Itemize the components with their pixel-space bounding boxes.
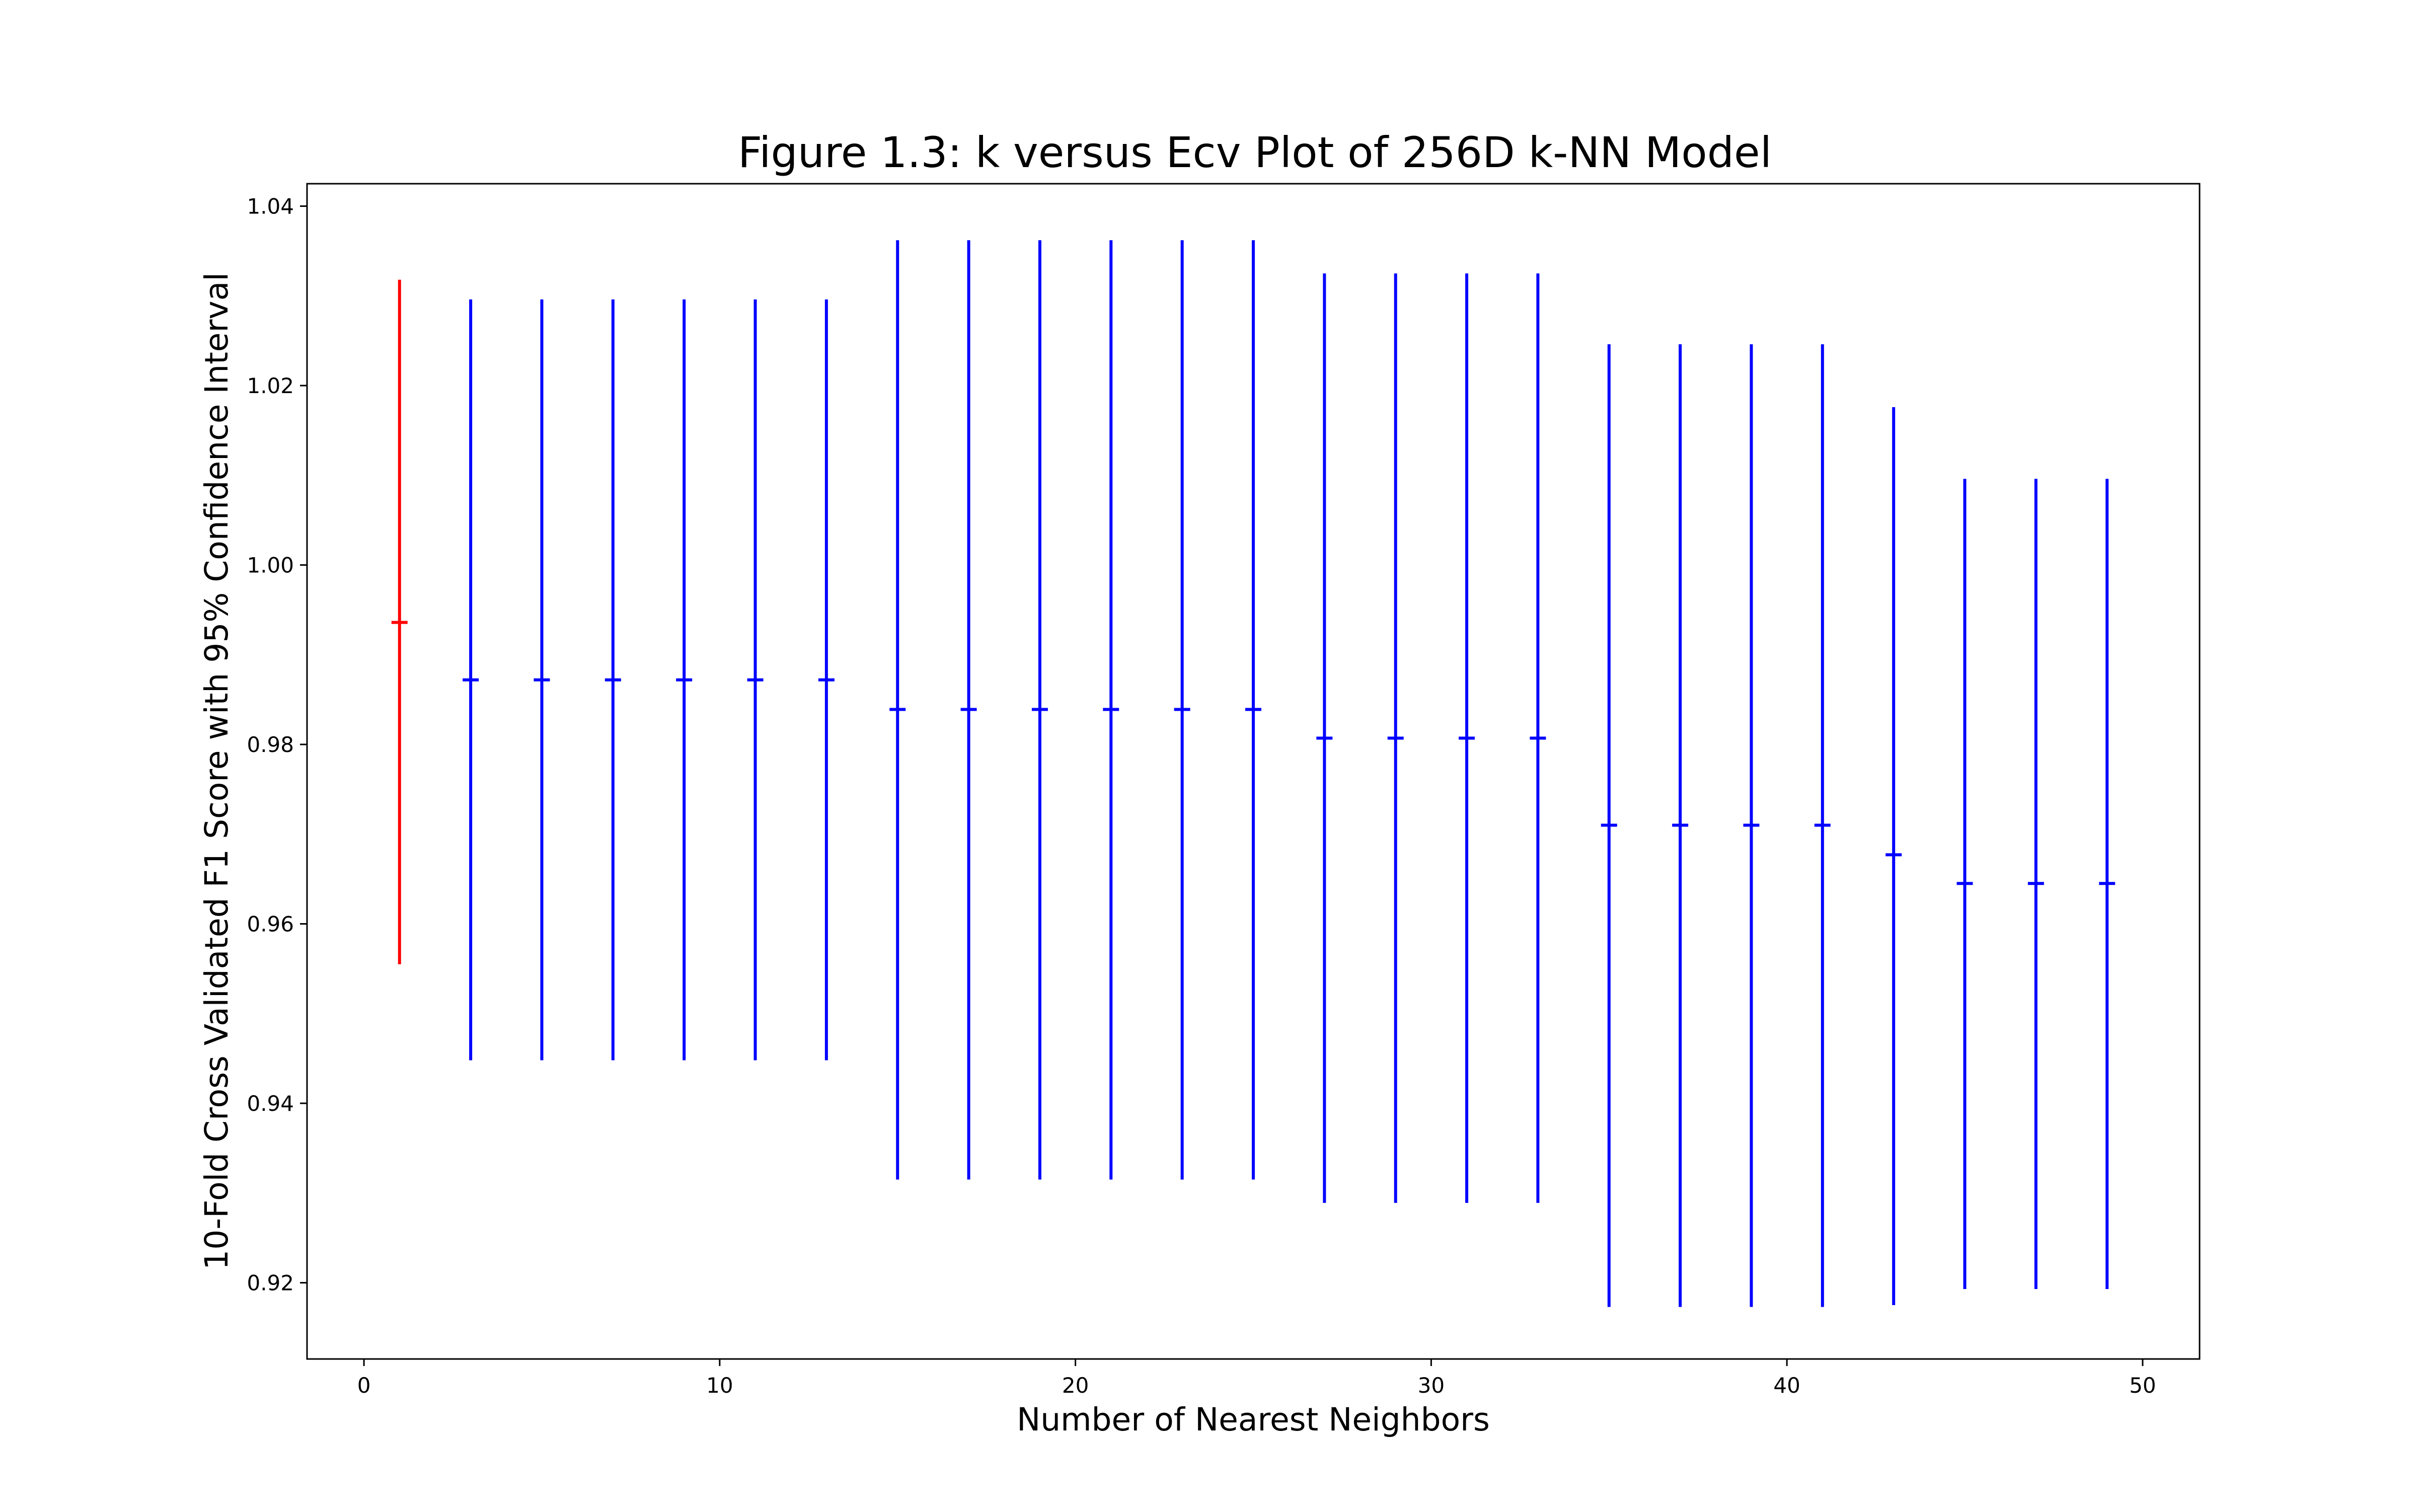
errorbar-k-41	[1814, 344, 1831, 1307]
errorbar-k-25	[1245, 240, 1261, 1180]
y-tick-label: 1.04	[247, 194, 294, 219]
errorbar-k-43	[1885, 407, 1902, 1306]
errorbar-k-23	[1174, 240, 1190, 1180]
errorbar-k-15	[889, 240, 906, 1180]
errorbar-k-3	[463, 299, 479, 1061]
errorbar-k-21	[1103, 240, 1119, 1180]
errorbar-k-11	[747, 299, 764, 1061]
x-tick-label: 30	[1418, 1373, 1445, 1398]
y-tick-label: 0.92	[247, 1270, 294, 1295]
x-tick-label: 40	[1773, 1373, 1800, 1398]
errorbar-k-33	[1530, 273, 1546, 1203]
errorbar-k-19	[1031, 240, 1048, 1180]
errorbar-k-27	[1316, 273, 1333, 1203]
x-tick-label: 50	[2129, 1373, 2156, 1398]
y-tick-label: 0.96	[247, 912, 294, 937]
errorbar-k-5	[534, 299, 550, 1061]
x-tick-label: 20	[1062, 1373, 1089, 1398]
chart-title: Figure 1.3: k versus Ecv Plot of 256D k-…	[738, 128, 1772, 177]
x-axis-label: Number of Nearest Neighbors	[1017, 1401, 1490, 1438]
y-axis-label: 10-Fold Cross Validated F1 Score with 95…	[198, 272, 235, 1270]
errorbar-k-45	[1956, 479, 1973, 1289]
errorbar-k-31	[1459, 273, 1475, 1203]
plot-area: 0.92 0.94 0.96 0.98 1.00 1.02 1.04 0 10 20 30 40 50	[247, 183, 2201, 1398]
errorbar-k-29	[1387, 273, 1404, 1203]
errorbar-k-1	[391, 279, 408, 964]
errorbar-series	[391, 240, 2116, 1307]
errorbar-k-47	[2027, 479, 2044, 1289]
x-tick-label: 0	[357, 1373, 371, 1398]
errorbar-k-7	[605, 299, 621, 1061]
y-tick-label: 1.00	[247, 553, 294, 578]
y-tick-label: 1.02	[247, 373, 294, 398]
errorbar-k-35	[1601, 344, 1617, 1307]
errorbar-k-17	[960, 240, 977, 1180]
errorbar-k-49	[2099, 479, 2116, 1289]
y-tick-label: 0.98	[247, 732, 294, 757]
axes-frame	[306, 183, 2201, 1360]
errorbar-k-39	[1743, 344, 1760, 1307]
errorbar-k-9	[676, 299, 693, 1061]
y-tick-label: 0.94	[247, 1091, 294, 1116]
errorbar-k-37	[1672, 344, 1689, 1307]
x-tick-label: 10	[706, 1373, 733, 1398]
errorbar-k-13	[818, 299, 835, 1061]
x-axis-ticks: 0 10 20 30 40 50	[357, 1359, 2156, 1398]
y-axis-ticks: 0.92 0.94 0.96 0.98 1.00 1.02 1.04	[247, 194, 307, 1295]
